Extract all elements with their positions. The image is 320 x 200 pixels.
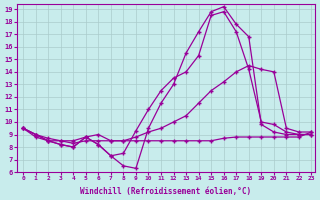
X-axis label: Windchill (Refroidissement éolien,°C): Windchill (Refroidissement éolien,°C) (80, 187, 252, 196)
